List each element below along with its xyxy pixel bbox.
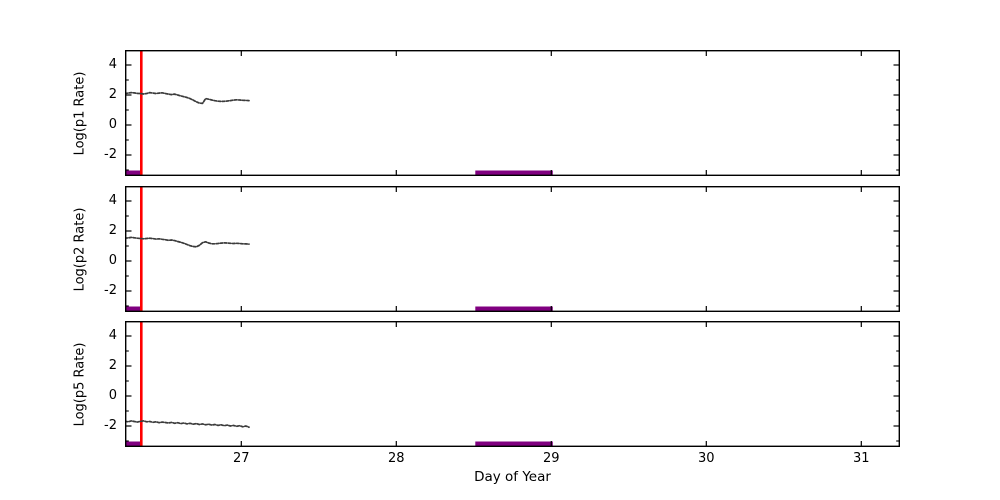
event-band [475,441,553,447]
y-tick-label: -2 [104,418,117,433]
event-band [125,306,142,312]
y-tick-label: 4 [108,57,117,72]
data-trace-p5-rate [125,420,250,429]
p5-rate-plot-area [125,321,900,447]
event-band [475,170,553,176]
x-tick-label: 30 [697,451,715,466]
y-tick-label: 2 [108,223,117,238]
event-band [475,306,553,312]
x-tick-label: 28 [387,451,405,466]
y-tick-label: 4 [108,193,117,208]
y-tick-label: 4 [108,328,117,343]
axes-frame [125,321,900,447]
p2-rate-plot-area [125,186,900,312]
y-tick-label: -2 [104,147,117,162]
y-tick-label: 0 [108,117,117,132]
y-tick-label: 0 [108,253,117,268]
x-tick-label: 27 [232,451,250,466]
x-tick-label: 31 [852,451,870,466]
data-trace-p2-rate [125,236,250,248]
x-tick-label: 29 [542,451,560,466]
y-tick-label: -2 [104,283,117,298]
y-tick-label: 2 [108,358,117,373]
p1-rate-plot-area [125,50,900,176]
panel-p2-rate [125,186,900,312]
axes-frame [125,50,900,176]
event-band [125,441,142,447]
y-tick-label: 2 [108,87,117,102]
x-axis-title: Day of Year [474,469,551,485]
axes-frame [125,186,900,312]
panel-p1-rate [125,50,900,176]
data-trace-p1-rate [125,91,250,105]
panel-p5-rate [125,321,900,447]
y-tick-label: 0 [108,388,117,403]
event-band [125,170,142,176]
